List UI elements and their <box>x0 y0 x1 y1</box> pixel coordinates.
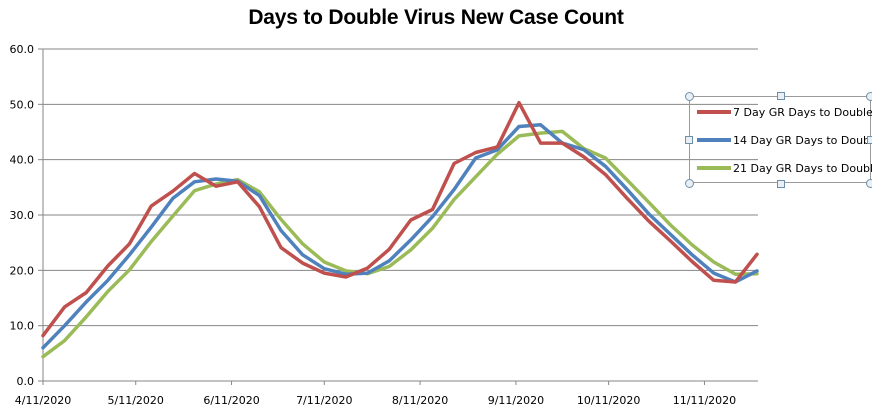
legend-label: 21 Day GR Days to Double <box>733 161 872 175</box>
y-tick-label: 50.0 <box>10 98 35 111</box>
x-tick-label: 5/11/2020 <box>108 394 164 407</box>
y-axis-ticks: 0.0 10.0 20.0 30.0 40.0 50.0 60.0 <box>10 43 35 388</box>
y-tick-label: 60.0 <box>10 43 35 56</box>
chart-title: Days to Double Virus New Case Count <box>248 6 624 29</box>
axes <box>38 48 758 385</box>
legend-item-21day[interactable]: 21 Day GR Days to Double <box>697 160 872 176</box>
legend[interactable]: 7 Day GR Days to Double 14 Day GR Days t… <box>685 92 872 188</box>
legend-swatch-blue <box>697 138 731 142</box>
legend-item-14day[interactable]: 14 Day GR Days to Double <box>697 132 872 148</box>
resize-handle-bottom-right[interactable] <box>866 179 872 188</box>
resize-handle-top[interactable] <box>777 92 785 100</box>
resize-handle-left[interactable] <box>685 136 693 144</box>
x-tick-label: 10/11/2020 <box>577 394 640 407</box>
series-lines[interactable] <box>41 100 759 359</box>
x-tick-label: 7/11/2020 <box>296 394 352 407</box>
x-axis-ticks: 4/11/2020 5/11/2020 6/11/2020 7/11/2020 8/11… <box>15 394 736 407</box>
resize-handle-bottom[interactable] <box>777 180 785 188</box>
resize-handle-right[interactable] <box>867 136 872 144</box>
legend-item-7day[interactable]: 7 Day GR Days to Double <box>697 104 872 120</box>
y-tick-label: 30.0 <box>10 209 35 222</box>
x-tick-label: 9/11/2020 <box>488 394 544 407</box>
gridlines <box>43 48 758 327</box>
legend-label: 14 Day GR Days to Double <box>733 133 872 147</box>
x-tick-label: 11/11/2020 <box>673 394 736 407</box>
series-line[interactable] <box>41 100 759 338</box>
legend-swatch-green <box>697 166 731 170</box>
x-tick-label: 4/11/2020 <box>15 394 71 407</box>
resize-handle-top-left[interactable] <box>685 92 694 101</box>
resize-handle-top-right[interactable] <box>866 92 872 101</box>
y-tick-label: 0.0 <box>17 375 35 388</box>
x-tick-label: 8/11/2020 <box>392 394 448 407</box>
x-tick-label: 6/11/2020 <box>203 394 259 407</box>
y-tick-label: 20.0 <box>10 264 35 277</box>
y-tick-label: 40.0 <box>10 154 35 167</box>
series-line[interactable] <box>41 123 759 350</box>
legend-swatch-red <box>697 110 731 114</box>
series-line[interactable] <box>41 129 759 359</box>
legend-label: 7 Day GR Days to Double <box>733 105 872 119</box>
resize-handle-bottom-left[interactable] <box>685 179 694 188</box>
y-tick-label: 10.0 <box>10 320 35 333</box>
